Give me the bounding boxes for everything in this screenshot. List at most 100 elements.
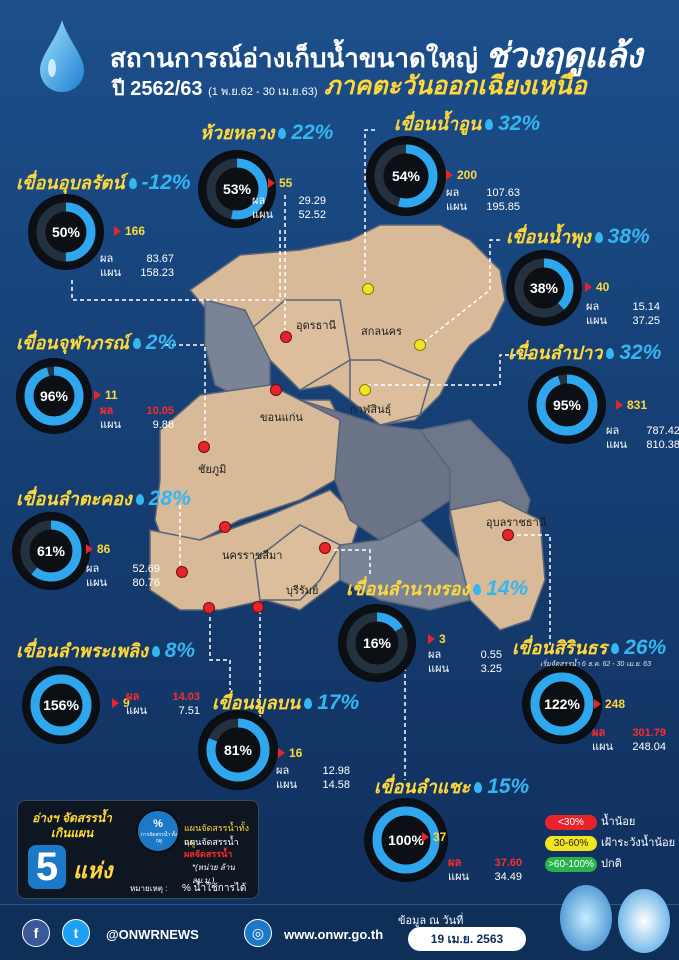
plan-total: 831: [616, 398, 647, 412]
allocation-rows: ผล 83.67 แผน 158.23: [100, 253, 174, 279]
legend: <30% น้ำน้อย 30-60% เฝ้าระวังน้ำน้อย >60-1…: [545, 812, 675, 875]
allocation-rows: ผล 14.03 แผน 7.51: [126, 691, 200, 717]
allocation-rows: ผล 12.98 แผน 14.58: [276, 765, 350, 791]
storage-donut: 54%: [368, 138, 444, 214]
dam-marker: [359, 384, 371, 396]
dam-title: เขื่อนลำตะคอง 28%: [16, 487, 191, 510]
dam-marker: [176, 566, 188, 578]
allocation-rows: ผล 29.29 แผน 52.52: [252, 195, 326, 221]
province-label: กาฬสินธุ์: [350, 404, 392, 416]
allocation-rows: ผล 787.42 แผน 810.38: [606, 425, 679, 451]
plan-total: 9: [112, 696, 130, 710]
storage-donut: 122%: [524, 666, 600, 742]
dam-marker: [502, 529, 514, 541]
dam-title: เขื่อนน้ำพุง 38%: [506, 225, 650, 248]
water-drop-icon: [606, 348, 615, 359]
donut-fill: [20, 520, 82, 582]
dam-title: เขื่อนอุบลรัตน์ -12%: [16, 171, 191, 194]
facebook-icon[interactable]: f: [22, 919, 50, 947]
water-drop-icon: [40, 20, 84, 92]
storage-donut: 96%: [18, 360, 90, 432]
allocation-rows: ผล 10.05 แผน 9.88: [100, 405, 174, 431]
date-value: 19 เม.ย. 2563: [408, 927, 526, 951]
plan-total: 3: [428, 632, 446, 646]
water-drop-icon: [485, 119, 494, 130]
donut-fill: [36, 202, 96, 262]
plan-total: 11: [94, 388, 118, 402]
dam-title: เขื่อนลำแชะ 15%: [374, 775, 530, 798]
plan-total: 248: [594, 697, 625, 711]
water-drop-icon: [278, 128, 287, 139]
allocation-rows: ผล 37.60 แผน 34.49: [448, 857, 522, 883]
water-drop-icon: [473, 584, 482, 595]
agency-logo: [560, 885, 612, 951]
allocation-rows: ผล 15.14 แผน 37.25: [586, 301, 660, 327]
dam-marker: [203, 602, 215, 614]
storage-donut: 156%: [24, 668, 98, 742]
plan-total: 86: [86, 542, 110, 556]
storage-donut: 95%: [530, 368, 604, 442]
page-title: สถานการณ์อ่างเก็บน้ำขนาดใหญ่ ช่วงฤดูแล้ง: [110, 37, 642, 75]
dam-title: เขื่อนลำปาว 32%: [508, 341, 662, 364]
donut-fill: [30, 674, 92, 736]
water-drop-icon: [135, 494, 144, 505]
dam-title: เขื่อนจุฬาภรณ์ 2%: [16, 331, 177, 354]
dam-marker: [219, 521, 231, 533]
footer: f t @ONWRNEWS ◎ www.onwr.go.th ข้อมูล ณ …: [0, 885, 679, 960]
plan-total: 16: [278, 746, 302, 760]
donut-fill: [206, 158, 268, 220]
dam-title: เขื่อนลำนางรอง 14%: [346, 577, 529, 600]
summary-note: % น้ำใช้การได้: [182, 883, 247, 894]
storage-donut: 16%: [340, 606, 414, 680]
plan-total: 55: [268, 176, 292, 190]
donut-fill: [536, 374, 598, 436]
summary-count: 5: [28, 845, 66, 889]
dam-marker: [198, 441, 210, 453]
province-label: สกลนคร: [361, 326, 402, 338]
storage-donut: 38%: [508, 252, 580, 324]
social-handle[interactable]: @ONWRNEWS: [106, 927, 199, 942]
donut-fill: [374, 144, 438, 208]
summary-key-donut: % การจัดสรรน้ำ ทั้งฤดู: [136, 809, 180, 853]
water-drop-icon: [594, 232, 603, 243]
province-label: ขอนแก่น: [260, 412, 303, 424]
province-label: อุบลราชธานี: [486, 517, 547, 529]
plan-total: 200: [446, 168, 477, 182]
storage-donut: 61%: [14, 514, 88, 588]
allocation-rows: ผล 52.69 แผน 80.76: [86, 563, 160, 589]
water-drop-icon: [128, 178, 137, 189]
dam-title: เขื่อนน้ำอูน 32%: [394, 112, 541, 135]
donut-fill: [530, 672, 594, 736]
water-drop-icon: [132, 338, 141, 349]
province-label: บุรีรัมย์: [286, 585, 319, 597]
plan-total: 37: [422, 830, 446, 844]
donut-fill: [24, 366, 84, 426]
donut-fill: [346, 612, 408, 674]
storage-donut: 50%: [30, 196, 102, 268]
summary-title: อ่างฯ จัดสรรน้ำ เกินแผน: [32, 811, 112, 840]
dam-marker: [319, 542, 331, 554]
donut-fill: [514, 258, 574, 318]
water-drop-icon: [304, 698, 313, 709]
dam-title: เขื่อนสิรินธร 26%: [512, 636, 667, 659]
dam-title: เขื่อนมูลบน 17%: [212, 691, 360, 714]
dam-title: ห้วยหลวง 22%: [200, 121, 334, 144]
website-link[interactable]: www.onwr.go.th: [284, 927, 384, 942]
allocation-rows: ผล 107.63 แผน 195.85: [446, 187, 520, 213]
summary-box: อ่างฯ จัดสรรน้ำ เกินแผน 5 แห่ง % การจัดส…: [17, 800, 259, 899]
allocation-rows: ผล 0.55 แผน 3.25: [428, 649, 502, 675]
donut-fill: [206, 718, 270, 782]
storage-donut: 81%: [200, 712, 276, 788]
water-drop-icon: [611, 643, 620, 654]
dam-marker: [252, 601, 264, 613]
province-label: ชัยภูมิ: [198, 464, 227, 476]
globe-icon[interactable]: ◎: [244, 919, 272, 947]
storage-donut: 53%: [200, 152, 274, 226]
province-label: อุดรธานี: [296, 320, 337, 332]
summary-unit: แห่ง: [73, 858, 113, 883]
dam-marker: [280, 331, 292, 343]
twitter-icon[interactable]: t: [62, 919, 90, 947]
page-subtitle: ปี 2562/63 (1 พ.ย.62 - 30 เม.ย.63) ภาคตะ…: [112, 72, 587, 100]
